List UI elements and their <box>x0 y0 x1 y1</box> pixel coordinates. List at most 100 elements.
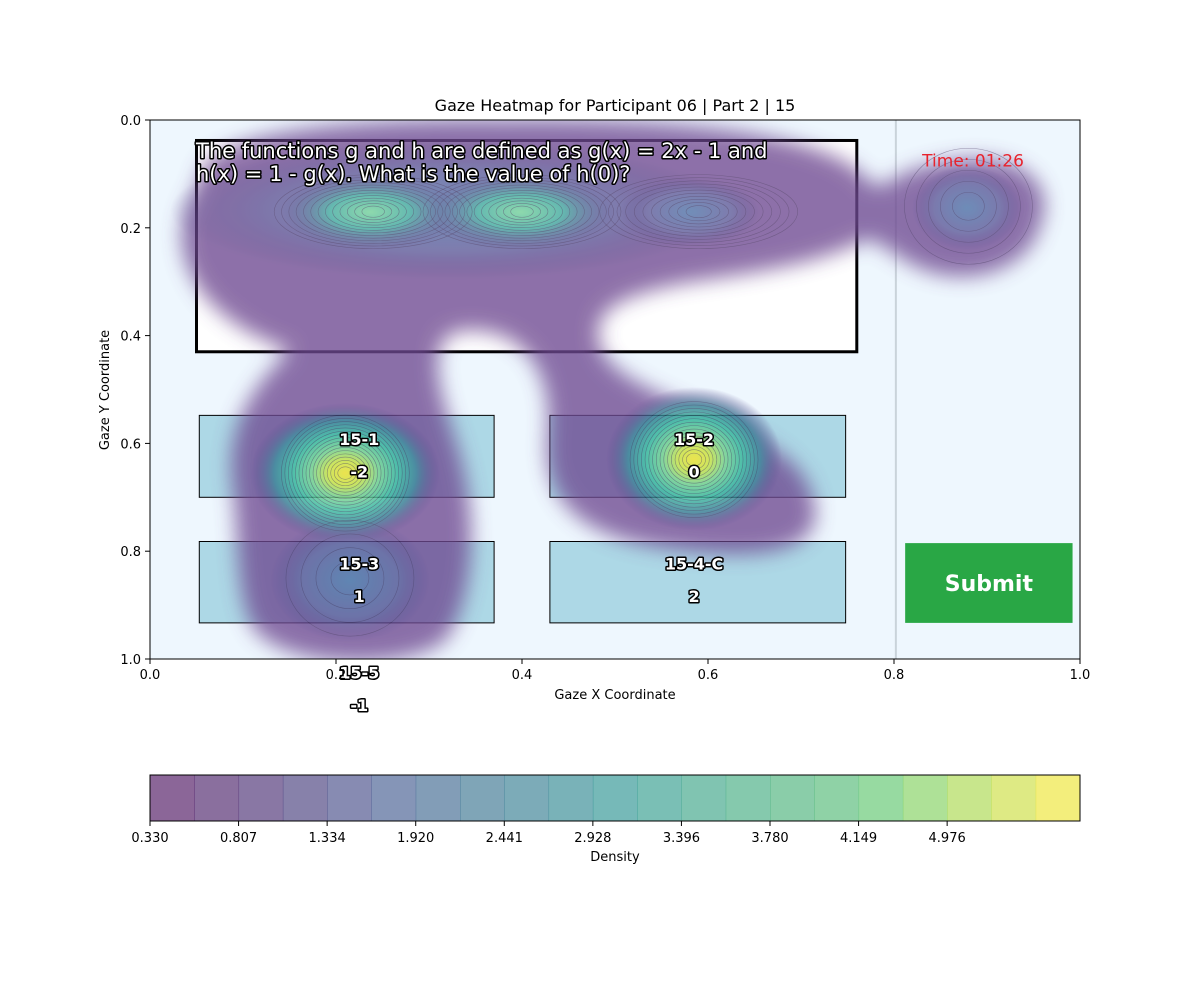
contour-ring <box>354 203 393 221</box>
colorbar-tick-label: 0.330 <box>131 831 168 846</box>
answer-option-value-15-4-C: 2 <box>688 587 699 606</box>
contour-ring <box>599 174 799 249</box>
contour-ring <box>302 434 389 512</box>
density-peak-right <box>912 166 1022 250</box>
contour-ring <box>633 186 764 237</box>
contour-ring <box>288 421 403 525</box>
colorbar-cell <box>371 775 417 821</box>
colorbar-cell <box>637 775 682 821</box>
contour-ring <box>444 182 600 242</box>
contour-ring <box>608 177 790 246</box>
contour-ring <box>644 415 744 505</box>
contour-ring <box>651 192 747 231</box>
x-tick-label: 0.6 <box>698 668 719 683</box>
contour-ring <box>298 430 392 516</box>
answer-option-value-15-2: 0 <box>688 462 699 481</box>
colorbar-cell <box>725 775 771 821</box>
y-tick-label: 0.6 <box>120 437 141 452</box>
answer-option-id-15-4-C: 15-4-C <box>665 555 723 574</box>
contour-ring <box>333 463 357 483</box>
colorbar-cell <box>194 775 240 821</box>
contour-ring <box>674 442 714 477</box>
colorbar-cell <box>947 775 992 821</box>
y-axis-label: Gaze Y Coordinate <box>98 330 113 450</box>
contour-ring <box>503 203 541 221</box>
contour-ring <box>625 183 773 240</box>
contour-ring <box>659 195 738 228</box>
answer-option-value-15-3: 1 <box>354 587 365 606</box>
colorbar-tick-label: 1.334 <box>309 831 346 846</box>
x-tick-label: 1.0 <box>1070 668 1091 683</box>
contour-ring <box>291 424 400 522</box>
y-tick-label: 1.0 <box>120 653 141 668</box>
timer-text: Time: 01:26 <box>921 151 1024 171</box>
density-peak-option-2 <box>606 387 782 531</box>
contour-ring <box>305 437 385 509</box>
contour-ring <box>422 174 622 249</box>
colorbar-cell <box>282 775 328 821</box>
contour-ring <box>637 408 751 511</box>
contour-ring <box>640 411 748 508</box>
y-axis-ticks: 0.0 0.2 0.4 0.6 0.8 1.0 <box>120 114 150 668</box>
contour-ring <box>295 427 396 519</box>
contour-ring <box>488 197 556 226</box>
contour-ring <box>916 158 1021 254</box>
contour-ring <box>642 189 755 234</box>
contour-ring <box>952 191 985 221</box>
contour-ring <box>330 460 361 487</box>
x-tick-label: 0.0 <box>140 668 161 683</box>
contour-ring <box>670 439 718 481</box>
colorbar-tick-label: 4.976 <box>929 831 966 846</box>
contour-ring <box>677 202 721 222</box>
answer-option-id-15-5: 15-5 <box>339 663 379 682</box>
contour-ring <box>339 197 407 226</box>
x-tick-label: 0.4 <box>512 668 533 683</box>
colorbar <box>150 775 1081 821</box>
question-line-1: The functions g and h are defined as g(x… <box>195 139 768 163</box>
contour-ring <box>685 452 703 467</box>
submit-button-label[interactable]: Submit <box>945 572 1034 597</box>
answer-option-id-15-1: 15-1 <box>339 430 379 449</box>
contour-ring <box>317 190 429 234</box>
colorbar-cell <box>327 775 372 821</box>
contour-ring <box>928 169 1009 243</box>
colorbar-label: Density <box>590 850 640 865</box>
colorbar-cell <box>858 775 904 821</box>
colorbar-cell <box>460 775 505 821</box>
y-tick-label: 0.8 <box>120 545 141 560</box>
contour-ring <box>273 174 473 249</box>
colorbar-cell <box>548 775 594 821</box>
chart-title: Gaze Heatmap for Participant 06 | Part 2… <box>435 96 796 115</box>
answer-option-id-15-2: 15-2 <box>674 430 714 449</box>
contour-ring <box>316 447 375 499</box>
contour-ring <box>616 180 781 243</box>
x-axis-label: Gaze X Coordinate <box>554 688 675 703</box>
y-tick-label: 0.0 <box>120 114 141 129</box>
contour-ring <box>904 147 1033 265</box>
contour-ring <box>430 176 614 247</box>
answer-option-box-15-4-C[interactable] <box>549 540 847 624</box>
contour-ring <box>481 195 563 229</box>
colorbar-tick-label: 1.920 <box>397 831 434 846</box>
contour-ring <box>495 200 549 223</box>
colorbar-cell <box>681 775 727 821</box>
contour-ring <box>437 179 607 244</box>
answer-option-value-15-1: -2 <box>350 462 368 481</box>
colorbar-tick-label: 2.928 <box>574 831 611 846</box>
contour-ring <box>332 195 415 229</box>
contour-ring <box>633 404 755 515</box>
y-tick-label: 0.4 <box>120 330 141 345</box>
answer-option-id-15-3: 15-3 <box>339 555 379 574</box>
contour-ring <box>280 414 410 532</box>
submit-button[interactable] <box>905 543 1073 623</box>
colorbar-cell <box>902 775 948 821</box>
contour-ring <box>284 417 407 529</box>
colorbar-tick-label: 4.149 <box>840 831 877 846</box>
answer-option-value-15-5: -1 <box>350 696 368 715</box>
contour-ring <box>678 445 710 474</box>
plot-frame <box>149 119 1081 660</box>
contour-ring <box>295 182 451 242</box>
density-contours <box>273 147 1033 637</box>
contour-ring <box>663 432 725 487</box>
